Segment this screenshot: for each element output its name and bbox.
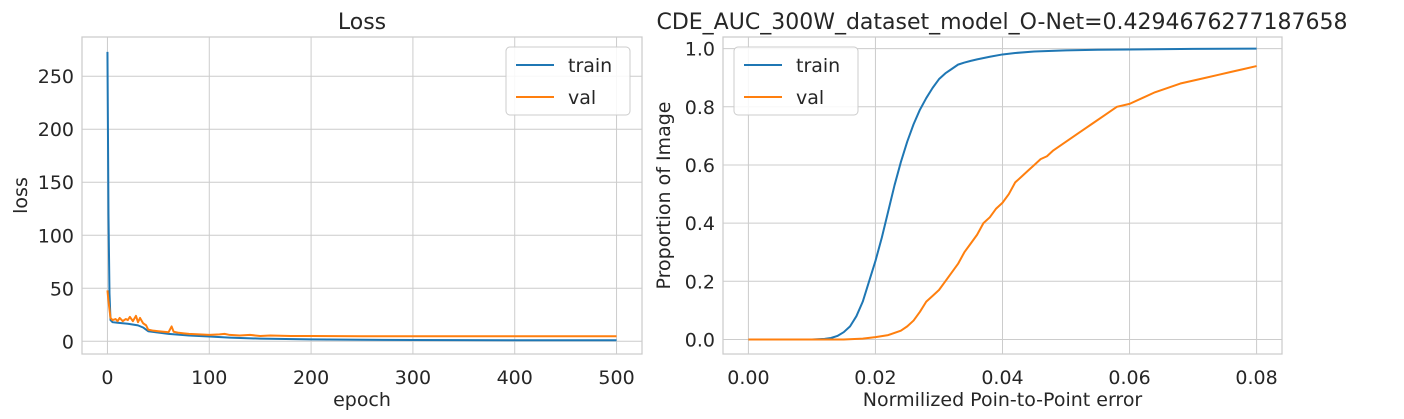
x-tick-label: 0.08 xyxy=(1235,367,1277,389)
y-tick-label: 250 xyxy=(38,66,74,88)
y-tick-label: 0.0 xyxy=(685,329,715,351)
y-tick-label: 150 xyxy=(38,172,74,194)
legend: train val xyxy=(733,46,859,116)
y-tick-label: 1.0 xyxy=(685,39,715,61)
x-tick-label: 400 xyxy=(497,367,533,389)
chart-title: CDE_AUC_300W_dataset_model_O-Net=0.42946… xyxy=(656,10,1347,35)
y-tick-label: 0.4 xyxy=(685,213,715,235)
y-tick-label: 100 xyxy=(38,225,74,247)
x-tick-label: 0.04 xyxy=(981,367,1023,389)
x-tick-label: 0.00 xyxy=(727,367,769,389)
legend: train val xyxy=(505,46,631,116)
series-line-train xyxy=(106,51,617,342)
y-tick-label: 0.2 xyxy=(685,271,715,293)
legend-label-val: val xyxy=(568,87,596,109)
chart-2: 0.00 0.02 0.04 0.06 0.08 0.0 0.2 0.4 0.6 0.8 1.0 CD… xyxy=(653,10,1348,411)
chart-1: 0 100 200 300 400 500 0 50 100 150 200 250 Loss epoch… xyxy=(10,10,643,411)
x-tick-label: 200 xyxy=(293,367,329,389)
y-tick-label: 0.8 xyxy=(685,97,715,119)
legend-label-train: train xyxy=(796,55,840,77)
y-tick-label: 50 xyxy=(50,278,74,300)
x-tick-label: 0.06 xyxy=(1108,367,1150,389)
x-tick-label: 500 xyxy=(598,367,634,389)
x-tick-label: 100 xyxy=(191,367,227,389)
series-line-val xyxy=(748,65,1257,341)
x-tick-label: 300 xyxy=(395,367,431,389)
legend-label-val: val xyxy=(796,87,824,109)
x-axis-label: epoch xyxy=(333,389,391,411)
series-line-val xyxy=(106,290,617,338)
plot-frame xyxy=(722,36,1283,355)
x-axis-label: Normilized Poin-to-Point error xyxy=(863,389,1143,411)
y-axis-label: Proportion of Image xyxy=(653,102,675,290)
x-tick-label: 0 xyxy=(101,367,113,389)
y-axis-label: loss xyxy=(10,177,32,214)
chart-title: Loss xyxy=(338,10,386,35)
y-tick-label: 200 xyxy=(38,119,74,141)
y-tick-label: 0.6 xyxy=(685,155,715,177)
plot-frame xyxy=(81,36,643,355)
series-line-train xyxy=(748,47,1257,341)
x-tick-label: 0.02 xyxy=(854,367,896,389)
legend-label-train: train xyxy=(568,55,612,77)
y-tick-label: 0 xyxy=(62,331,74,353)
